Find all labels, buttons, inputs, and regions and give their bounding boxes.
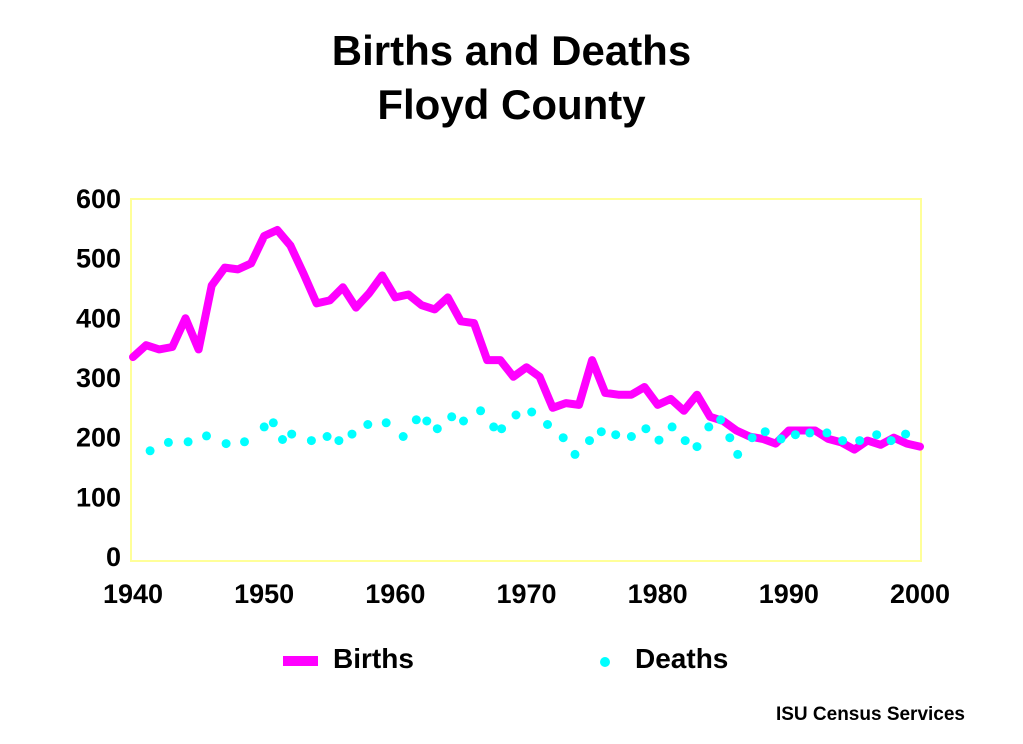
deaths-point	[278, 435, 287, 444]
deaths-point	[725, 433, 735, 443]
deaths-point	[704, 422, 714, 432]
y-tick-label: 100	[76, 482, 121, 512]
series-layer	[129, 226, 924, 459]
deaths-point	[680, 436, 690, 446]
deaths-point	[447, 412, 457, 422]
deaths-point	[585, 436, 594, 446]
deaths-point	[805, 428, 815, 438]
y-tick-label: 600	[76, 184, 121, 214]
legend-deaths-label: Deaths	[635, 643, 728, 674]
deaths-point	[202, 431, 211, 441]
x-tick-label: 1990	[759, 579, 819, 609]
legend-births-swatch	[283, 656, 318, 666]
deaths-point	[716, 415, 726, 425]
deaths-point	[306, 436, 316, 446]
y-axis-ticks: 0 100 200 300 400 500 600	[76, 184, 121, 572]
deaths-point	[790, 430, 800, 440]
deaths-point	[733, 449, 743, 459]
chart-title-line2: Floyd County	[377, 81, 646, 128]
deaths-point	[527, 407, 537, 417]
chart-title: Births and Deaths Floyd County	[0, 24, 1023, 132]
deaths-point	[183, 437, 193, 447]
deaths-point	[422, 416, 432, 426]
deaths-point	[398, 432, 408, 441]
deaths-point	[476, 406, 486, 416]
deaths-point	[654, 435, 664, 445]
deaths-point	[287, 429, 297, 439]
deaths-point	[570, 449, 580, 459]
deaths-point	[543, 420, 552, 429]
deaths-point	[459, 416, 468, 426]
deaths-point	[901, 429, 911, 439]
deaths-point	[497, 424, 507, 434]
deaths-point	[489, 422, 499, 432]
deaths-point	[432, 424, 442, 434]
x-tick-label: 1970	[496, 579, 556, 609]
deaths-point	[334, 436, 344, 446]
deaths-point	[692, 442, 702, 452]
x-tick-label: 1960	[365, 579, 425, 609]
deaths-point	[558, 433, 568, 443]
deaths-point	[221, 439, 231, 449]
plot-area-border	[130, 198, 922, 562]
y-tick-label: 0	[106, 542, 121, 572]
x-tick-label: 2000	[890, 579, 950, 609]
deaths-point	[872, 430, 882, 440]
deaths-point	[268, 418, 278, 428]
deaths-point	[363, 420, 373, 429]
chart-title-line1: Births and Deaths	[331, 27, 692, 74]
legend: Births Deaths	[283, 643, 728, 674]
deaths-point	[163, 437, 173, 447]
deaths-point	[411, 415, 421, 425]
deaths-point	[776, 434, 786, 444]
deaths-point	[626, 432, 636, 441]
deaths-point	[240, 437, 249, 447]
y-tick-label: 300	[76, 363, 121, 393]
births-line	[129, 226, 924, 454]
legend-births-label: Births	[333, 643, 414, 674]
x-tick-label: 1950	[234, 579, 294, 609]
deaths-point	[611, 430, 621, 440]
deaths-point	[145, 446, 155, 456]
deaths-point	[511, 410, 521, 420]
x-tick-label: 1980	[628, 579, 688, 609]
footer-source: ISU Census Services	[775, 704, 965, 725]
deaths-point	[886, 436, 896, 446]
deaths-point	[596, 427, 606, 437]
deaths-point	[259, 422, 269, 432]
deaths-point	[667, 422, 677, 432]
deaths-point	[747, 433, 757, 443]
y-tick-label: 200	[76, 423, 121, 453]
deaths-point	[760, 427, 770, 437]
deaths-point	[855, 436, 865, 446]
deaths-point	[381, 418, 391, 428]
x-tick-label: 1940	[103, 579, 163, 609]
y-tick-label: 500	[76, 244, 121, 274]
x-axis-ticks: 1940 1950 1960 1970 1980 1990 2000	[103, 579, 950, 609]
deaths-point	[641, 424, 651, 434]
deaths-point	[822, 428, 832, 438]
deaths-point	[347, 429, 357, 439]
y-tick-label: 400	[76, 303, 121, 333]
deaths-point	[322, 432, 332, 441]
deaths-point	[838, 436, 848, 446]
legend-deaths-swatch	[600, 657, 610, 667]
